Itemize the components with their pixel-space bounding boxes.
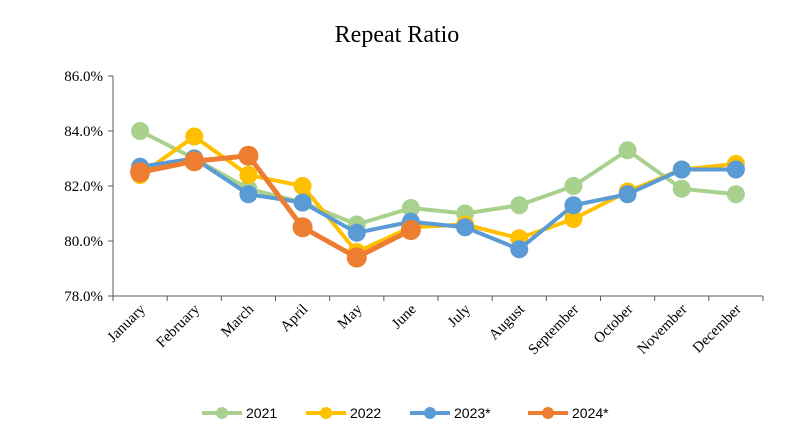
data-point: [347, 223, 366, 242]
x-tick-label: August: [486, 301, 529, 344]
data-point: [510, 196, 529, 215]
legend-item: 2023*: [410, 405, 491, 421]
x-tick-label: April: [278, 302, 312, 336]
chart-legend: 2021 2022 2023* 2024*: [202, 405, 609, 421]
data-point: [672, 179, 691, 198]
legend-item: 2022: [306, 405, 381, 421]
data-point: [726, 185, 745, 204]
y-tick-label: 80.0%: [64, 234, 103, 250]
legend-item: 2021: [202, 405, 277, 421]
data-point: [239, 185, 258, 204]
data-point: [292, 217, 313, 238]
y-tick-label: 86.0%: [64, 69, 103, 85]
data-point: [456, 218, 475, 237]
data-point: [239, 166, 258, 184]
x-tick-label: May: [335, 301, 366, 332]
legend-label: 2023*: [454, 405, 491, 421]
legend-label: 2024*: [572, 405, 609, 421]
x-tick-label: November: [634, 302, 690, 358]
data-point: [401, 199, 420, 217]
legend-item: 2024*: [528, 405, 609, 421]
data-point: [564, 196, 583, 215]
data-point: [400, 220, 421, 240]
series-line: [138, 156, 738, 252]
x-tick-label: February: [153, 301, 203, 351]
x-tick-label: October: [591, 302, 636, 347]
x-tick-label: March: [218, 301, 257, 340]
x-tick-label: September: [526, 302, 583, 359]
data-point: [130, 162, 151, 183]
legend-marker: [542, 407, 554, 419]
x-tick-label: June: [389, 301, 420, 332]
data-point: [131, 122, 150, 140]
data-point: [726, 160, 745, 179]
legend-marker: [424, 407, 436, 419]
data-point: [293, 193, 312, 212]
series-line: [138, 134, 738, 254]
x-tick-label: January: [105, 301, 150, 346]
legend-marker: [216, 407, 228, 419]
legend-marker: [320, 407, 332, 419]
legend-label: 2022: [350, 405, 381, 421]
data-point: [618, 141, 637, 160]
y-tick-label: 78.0%: [64, 289, 103, 305]
x-tick-label: December: [690, 302, 745, 357]
y-tick-label: 82.0%: [64, 179, 103, 195]
y-tick-label: 84.0%: [64, 124, 103, 140]
data-point: [238, 145, 259, 166]
data-point: [564, 177, 583, 195]
data-point: [346, 247, 367, 268]
legend-label: 2021: [246, 405, 277, 421]
series-layer: [130, 122, 745, 268]
data-point: [185, 127, 204, 146]
data-point: [564, 210, 583, 228]
series-line: [138, 129, 738, 227]
data-point: [510, 240, 529, 259]
series-2022: [131, 127, 745, 261]
x-tick-label: July: [445, 301, 474, 330]
data-point: [293, 177, 312, 195]
chart-title: Repeat Ratio: [335, 22, 460, 48]
series-2024: [130, 145, 421, 268]
data-point: [618, 185, 637, 204]
data-point: [184, 151, 205, 172]
series-line: [137, 153, 414, 260]
data-point: [672, 160, 691, 179]
